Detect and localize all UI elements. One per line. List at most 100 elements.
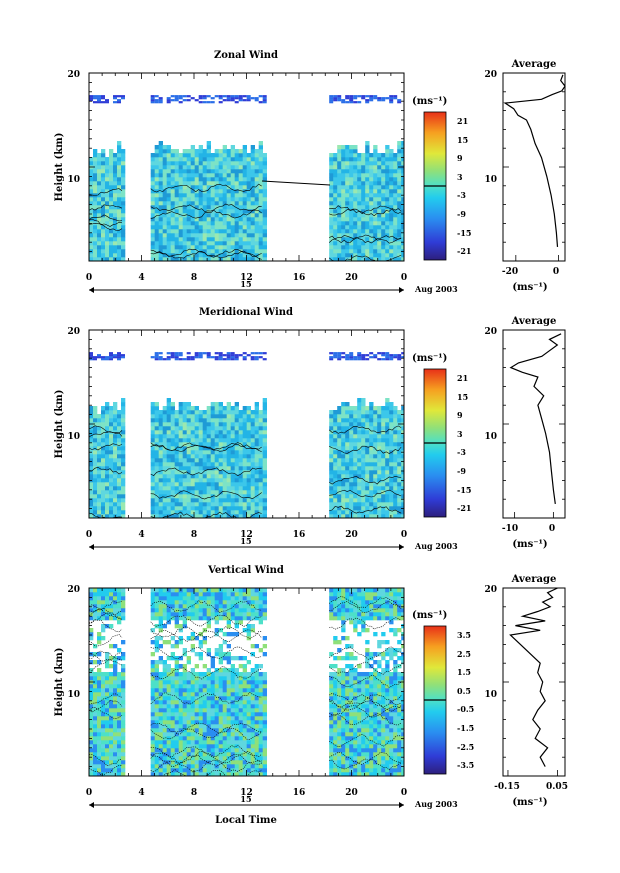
heatmap-cell — [166, 712, 171, 717]
heatmap-cell — [202, 716, 207, 721]
heatmap-cell — [154, 213, 159, 218]
heatmap-cell — [218, 257, 223, 261]
heatmap-cell — [109, 149, 114, 154]
heatmap-cell — [113, 462, 118, 467]
heatmap-cell — [186, 454, 191, 459]
heatmap-cell — [333, 434, 338, 439]
heatmap-cell — [117, 358, 121, 361]
heatmap-cell — [178, 688, 183, 693]
heatmap-cell — [381, 177, 386, 182]
heatmap-cell — [198, 612, 203, 617]
heatmap-cell — [101, 470, 106, 475]
heatmap-cell — [258, 141, 263, 146]
heatmap-cell — [174, 169, 179, 174]
heatmap-cell — [357, 474, 362, 479]
heatmap-cell — [238, 704, 243, 709]
heatmap-cell — [262, 446, 267, 451]
heatmap-cell — [250, 604, 255, 609]
heatmap-cell — [242, 628, 247, 633]
heatmap-cell — [214, 426, 219, 431]
heatmap-cell — [246, 728, 251, 733]
heatmap-cell — [121, 470, 126, 475]
heatmap-cell — [230, 514, 235, 518]
heatmap-cell — [353, 438, 358, 443]
heatmap-cell — [154, 253, 159, 258]
heatmap-cell — [174, 748, 179, 753]
heatmap-cell — [166, 153, 171, 158]
heatmap-cell — [109, 442, 114, 447]
heatmap-cell — [198, 173, 203, 178]
heatmap-cell — [101, 189, 106, 194]
heatmap-cell — [329, 253, 334, 258]
heatmap-cell — [377, 173, 382, 178]
heatmap-cell — [333, 490, 338, 495]
heatmap-cell — [218, 197, 223, 202]
heatmap-cell — [190, 233, 195, 238]
heatmap-cell — [162, 157, 167, 162]
heatmap-cell — [226, 608, 231, 613]
heatmap-cell — [337, 410, 342, 415]
heatmap-cell — [150, 95, 155, 98]
heatmap-cell — [230, 99, 235, 102]
heatmap-cell — [109, 688, 114, 693]
heatmap-cell — [174, 438, 179, 443]
heatmap-cell — [97, 434, 102, 439]
heatmap-cell — [206, 700, 211, 705]
heatmap-cell — [250, 197, 255, 202]
heatmap-cell — [389, 430, 394, 435]
heatmap-cell — [210, 724, 215, 729]
heatmap-cell — [397, 233, 402, 238]
heatmap-cell — [93, 724, 98, 729]
heatmap-cell — [373, 490, 378, 495]
heatmap-cell — [182, 217, 187, 222]
heatmap-cell — [214, 712, 219, 717]
heatmap-cell — [174, 173, 179, 178]
x-tick-label: 20 — [345, 530, 358, 540]
heatmap-cell — [105, 225, 110, 230]
heatmap-cell — [230, 193, 235, 198]
heatmap-cell — [381, 430, 386, 435]
heatmap-cell — [178, 410, 183, 415]
heatmap-cell — [190, 153, 195, 158]
heatmap-cell — [210, 748, 215, 753]
heatmap-cell — [170, 249, 175, 254]
heatmap-cell — [401, 245, 404, 250]
heatmap-cell — [341, 514, 346, 518]
heatmap-cell — [246, 189, 251, 194]
panel-zonal: Zonal Wind Height (km) 20 10 0 4 8 12 16… — [54, 50, 566, 294]
heatmap-cell — [121, 414, 126, 419]
heatmap-cell — [373, 354, 378, 357]
heatmap-cell — [226, 257, 231, 261]
heatmap-cell — [353, 193, 358, 198]
heatmap-cell — [250, 732, 255, 737]
heatmap-cell — [174, 414, 179, 419]
heatmap-cell — [210, 233, 215, 238]
heatmap-cell — [361, 422, 366, 427]
heatmap-cell — [89, 434, 94, 439]
heatmap-cell — [329, 414, 334, 419]
heatmap-cell — [162, 169, 167, 174]
heatmap-cell — [109, 438, 114, 443]
heatmap-cell — [389, 225, 394, 230]
heatmap-cell — [242, 482, 247, 487]
heatmap-cell — [166, 418, 171, 423]
heatmap-cell — [174, 506, 179, 511]
heatmap-cell — [121, 684, 126, 689]
heatmap-cell — [329, 466, 334, 471]
heatmap-cell — [186, 744, 191, 749]
heatmap-cell — [250, 205, 255, 210]
heatmap-cell — [349, 438, 354, 443]
heatmap-cell — [226, 197, 231, 202]
heatmap-cell — [158, 358, 163, 361]
heatmap-cell — [113, 253, 118, 258]
heatmap-cell — [97, 684, 102, 689]
heatmap-cell — [150, 628, 155, 633]
heatmap-cell — [194, 450, 199, 455]
heatmap-cell — [174, 764, 179, 769]
heatmap-cell — [97, 588, 102, 593]
heatmap-cell — [170, 672, 175, 677]
heatmap-cell — [162, 145, 167, 150]
heatmap-cell — [174, 482, 179, 487]
heatmap-cell — [369, 193, 374, 198]
heatmap-cell — [357, 466, 362, 471]
